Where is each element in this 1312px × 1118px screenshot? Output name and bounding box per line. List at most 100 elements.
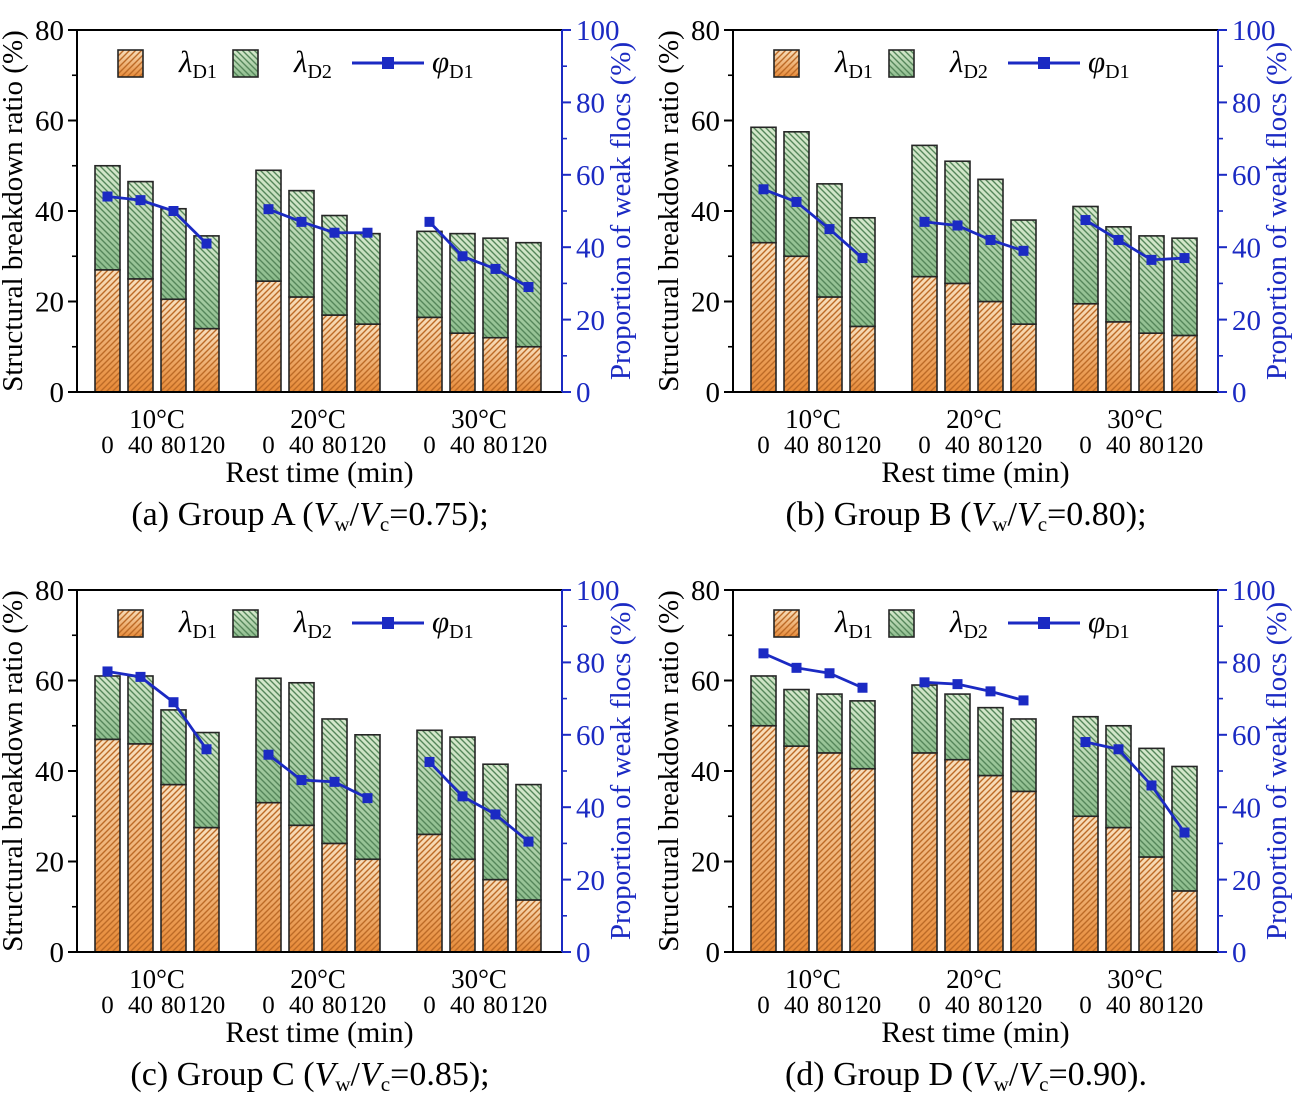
temp-group-label: 30°C — [1107, 964, 1163, 994]
phi-marker — [135, 195, 146, 206]
left-tick-label: 40 — [35, 196, 64, 228]
bar-lambda-d2-hatch — [1139, 748, 1164, 857]
bar-lambda-d2-hatch — [912, 145, 937, 277]
rest-time-tick-label: 40 — [289, 432, 314, 459]
phi-marker — [424, 756, 435, 767]
bar-lambda-d2-border — [1072, 715, 1099, 818]
right-tick-label: 20 — [1232, 305, 1261, 337]
rest-time-tick-label: 0 — [262, 432, 275, 459]
panel-c: 0 20 40 60 80 0 20 40 60 80 100 Structural breakdow… — [0, 560, 656, 1118]
legend-swatch-lambda-d1-hatch — [774, 50, 799, 77]
panel-d: 0 20 40 60 80 0 20 40 60 80 100 Structural breakdow… — [656, 560, 1312, 1118]
rest-time-tick-label: 0 — [101, 992, 114, 1019]
rest-time-tick-label: 0 — [423, 992, 436, 1019]
phi-marker — [919, 677, 930, 688]
bar-lambda-d2-border — [1072, 205, 1099, 305]
temp-group-label: 20°C — [290, 404, 346, 434]
caption-segment: (c) Group C ( — [130, 1056, 315, 1093]
phi-line — [762, 187, 864, 260]
bar-lambda-d2-border — [977, 706, 1004, 777]
chart-group-a: 0 20 40 60 80 0 20 40 60 80 100 Structural breakdow… — [0, 15, 637, 489]
bar-lambda-d2-hatch — [1011, 220, 1036, 325]
legend-label-lambda-d2: λD2 — [293, 44, 332, 83]
phi-marker — [201, 238, 212, 249]
phi-marker — [329, 776, 340, 787]
rest-time-tick-label: 80 — [978, 992, 1003, 1019]
rest-time-tick-label: 40 — [784, 992, 809, 1019]
phi-marker — [523, 836, 534, 847]
rest-time-tick-label: 0 — [918, 992, 931, 1019]
rest-time-tick-label: 120 — [188, 432, 226, 459]
rest-time-tick-label: 80 — [161, 432, 186, 459]
bar-lambda-d2-border — [193, 731, 220, 829]
left-tick-label: 80 — [35, 575, 64, 607]
bar-lambda-d1-hatch — [194, 827, 219, 952]
bar-lambda-d1-hatch — [128, 743, 153, 952]
bar-lambda-d2-hatch — [128, 675, 153, 744]
legend-label-phi-d1: φD1 — [1088, 604, 1130, 643]
bar-lambda-d1-hatch — [1073, 816, 1098, 952]
bar-lambda-d2-hatch — [289, 190, 314, 297]
bar-lambda-d2-hatch — [194, 235, 219, 329]
phi-marker — [1146, 254, 1157, 265]
rest-time-tick-label: 0 — [757, 432, 770, 459]
right-tick-label: 40 — [576, 232, 605, 264]
rest-time-tick-label: 120 — [349, 432, 387, 459]
legend-symbol: λ — [178, 604, 192, 639]
rest-time-tick-label: 120 — [1005, 992, 1043, 1019]
legend-swatch-lambda-d1-border — [117, 49, 144, 78]
phi-marker — [168, 206, 179, 216]
left-tick-label: 40 — [35, 756, 64, 788]
left-tick-label: 40 — [691, 196, 720, 228]
bar-lambda-d2-border — [944, 160, 971, 285]
bar-lambda-d2-border — [255, 169, 282, 282]
caption-segment: =0.85); — [390, 1056, 490, 1093]
bar-lambda-d2-hatch — [355, 233, 380, 325]
bar-lambda-d2-border — [127, 180, 154, 280]
left-tick-label: 60 — [35, 106, 64, 138]
bar-lambda-d1-hatch — [194, 328, 219, 392]
bar-lambda-d2-border — [288, 189, 315, 298]
legend-symbol: φ — [1088, 604, 1105, 639]
caption-group-d: (d) Group D (Vw/Vc=0.90). — [656, 1056, 1276, 1097]
left-tick-label: 0 — [706, 377, 721, 409]
caption-segment: V — [1016, 496, 1038, 533]
caption-segment: V — [972, 1056, 994, 1093]
bar-lambda-d2-border — [416, 230, 443, 319]
bar-lambda-d1-hatch — [850, 326, 875, 392]
bar-lambda-d1-hatch — [1011, 791, 1036, 952]
legend-subscript: D1 — [449, 621, 473, 643]
caption-segment: =0.75); — [389, 496, 489, 533]
phi-line — [924, 680, 1024, 702]
bar-lambda-d1-hatch — [289, 296, 314, 392]
phi-marker — [362, 227, 373, 238]
x-axis-title: Rest time (min) — [225, 1016, 413, 1049]
temp-group-label: 10°C — [785, 964, 841, 994]
bar-lambda-d1-hatch — [912, 752, 937, 952]
bar-lambda-d2-border — [911, 144, 938, 278]
bar-lambda-d2-border — [482, 763, 509, 881]
bar-lambda-d1-hatch — [128, 278, 153, 392]
legend-label-lambda-d2: λD2 — [949, 604, 988, 643]
left-tick-label: 0 — [50, 937, 65, 969]
legend-subscript: D2 — [307, 61, 331, 83]
bar-lambda-d2-hatch — [784, 131, 809, 257]
bar-lambda-d1-hatch — [355, 859, 380, 952]
temp-group-label: 30°C — [451, 964, 507, 994]
bar-lambda-d2-hatch — [784, 689, 809, 747]
bar-lambda-d1-hatch — [1106, 321, 1131, 392]
legend-symbol: φ — [432, 44, 449, 79]
bar-lambda-d1-hatch — [483, 879, 508, 952]
bar-lambda-d1-hatch — [161, 299, 186, 392]
bar-lambda-d2-border — [449, 736, 476, 861]
bar-lambda-d1-hatch — [95, 269, 120, 392]
bar-lambda-d1-hatch — [912, 276, 937, 392]
rest-time-tick-label: 120 — [510, 992, 548, 1019]
rest-time-tick-label: 40 — [1106, 432, 1131, 459]
temp-group-label: 10°C — [129, 404, 185, 434]
rest-time-tick-label: 0 — [918, 432, 931, 459]
bar-lambda-d2-hatch — [450, 233, 475, 334]
bar-lambda-d2-hatch — [256, 170, 281, 282]
bar-lambda-d2-hatch — [417, 730, 442, 835]
right-axis-title: Proportion of weak flocs (%) — [605, 602, 637, 940]
